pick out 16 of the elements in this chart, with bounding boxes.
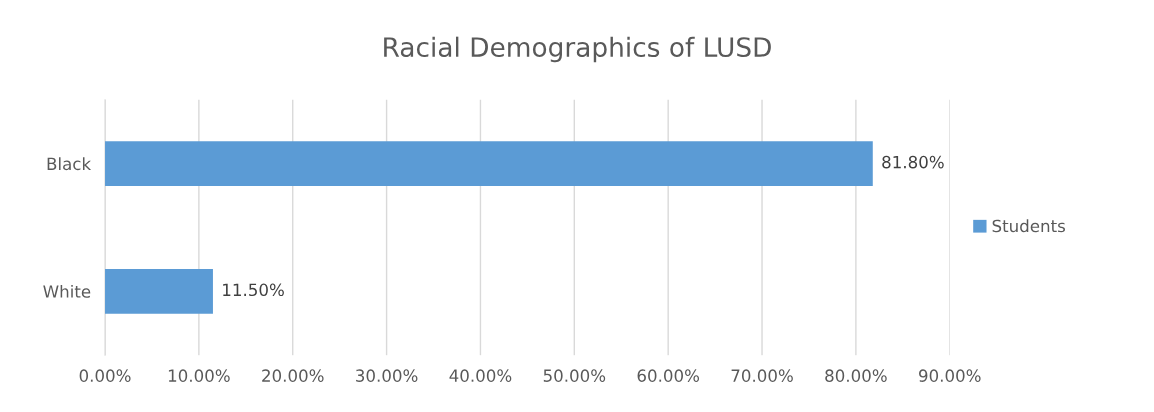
chart-title: Racial Demographics of LUSD (384, 36, 771, 63)
y-tick-label: Black (47, 157, 92, 171)
x-tick-label: 40.00% (449, 369, 512, 382)
y-tick-label: White (43, 284, 91, 298)
x-tick-label: 70.00% (731, 369, 793, 382)
data-label: 11.50% (223, 283, 284, 297)
x-tick-label: 30.00% (356, 369, 418, 382)
x-tick-label: 20.00% (262, 369, 324, 382)
x-tick-label: 60.00% (637, 369, 700, 382)
data-label: 81.80% (882, 155, 944, 169)
x-tick-label: 80.00% (825, 369, 887, 382)
x-tick-label: 0.00% (79, 369, 131, 382)
legend-label: Students (992, 219, 1065, 233)
x-tick-label: 10.00% (168, 369, 230, 382)
x-tick-label: 90.00% (919, 369, 981, 382)
x-tick-label: 50.00% (543, 369, 606, 382)
